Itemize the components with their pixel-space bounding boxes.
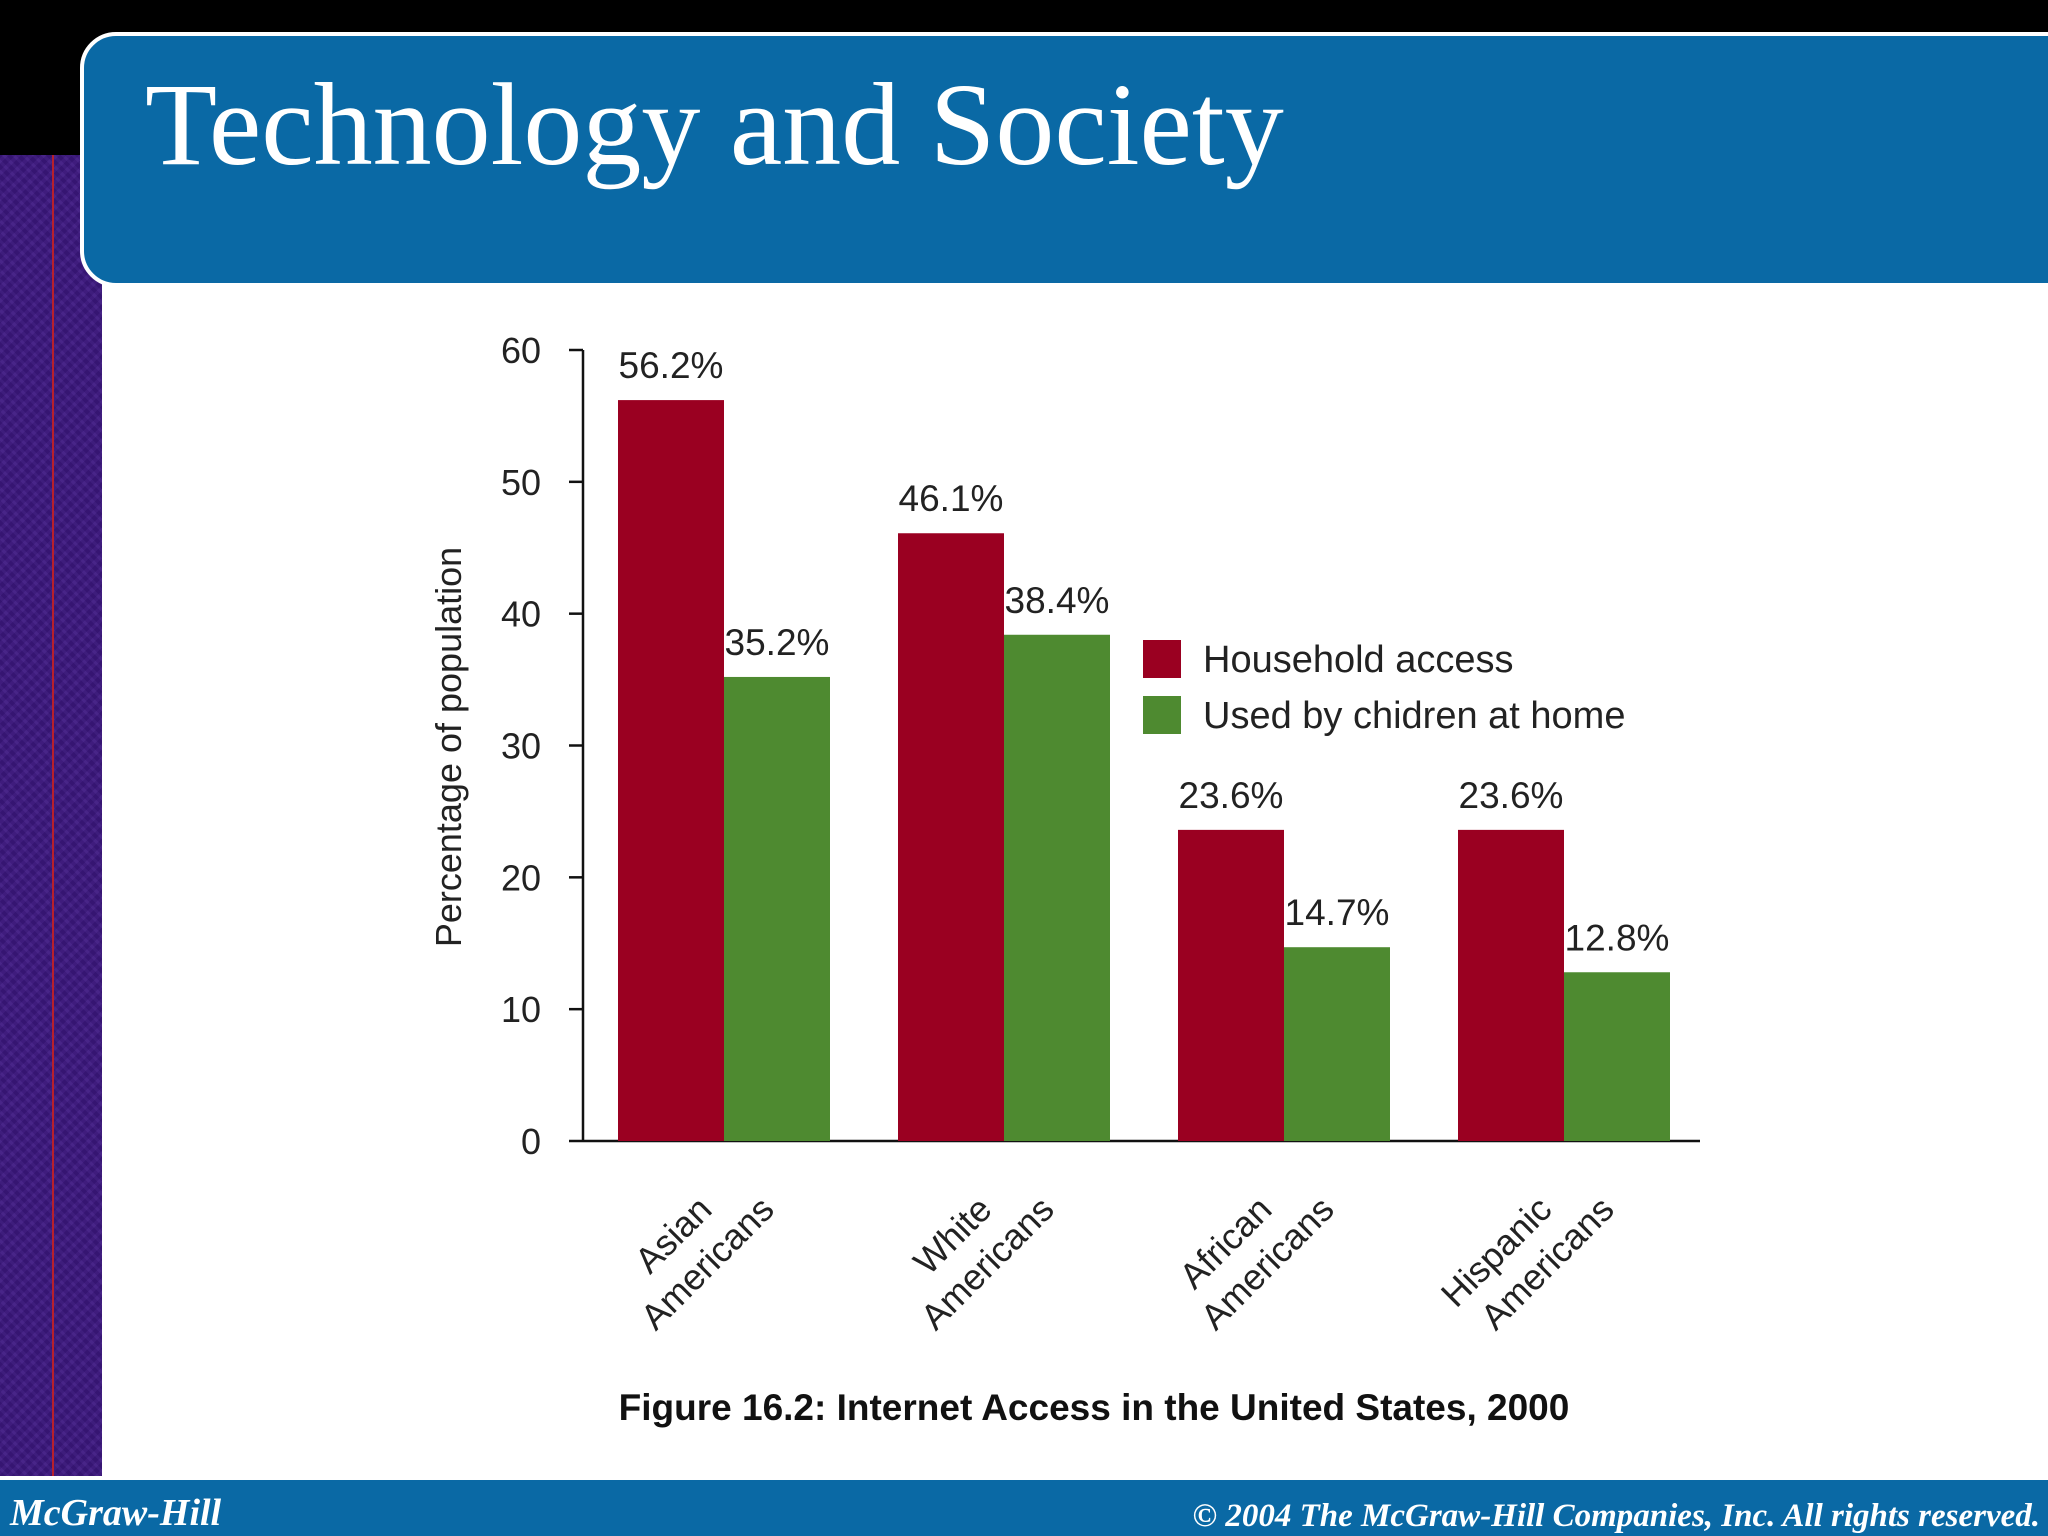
- bar-value-label: 23.6%: [1179, 775, 1284, 816]
- bar-value-label: 46.1%: [899, 478, 1004, 519]
- bar: [618, 400, 724, 1141]
- x-category-label: AsianAmericans: [601, 1157, 781, 1337]
- slide-title: Technology and Society: [145, 59, 1284, 190]
- legend-swatch: [1143, 640, 1181, 678]
- y-tick-label: 60: [501, 330, 541, 371]
- footer-publisher: McGraw-Hill: [10, 1492, 222, 1534]
- bar-value-label: 56.2%: [619, 345, 724, 386]
- bar: [1458, 829, 1564, 1141]
- footer-copyright: © 2004 The McGraw-Hill Companies, Inc. A…: [1192, 1498, 2040, 1534]
- bar: [724, 676, 830, 1141]
- y-tick-label: 20: [501, 857, 541, 898]
- legend-label: Used by chidren at home: [1203, 695, 1625, 737]
- bar-value-label: 12.8%: [1565, 917, 1670, 958]
- footer-bar: [0, 1476, 2048, 1536]
- y-tick-label: 50: [501, 462, 541, 503]
- bar: [1284, 947, 1390, 1141]
- bar: [1564, 972, 1670, 1141]
- legend-label: Household access: [1203, 639, 1514, 681]
- left-decorative-band: [0, 155, 102, 1500]
- bar: [898, 533, 1004, 1141]
- x-category-label: HispanicAmericans: [1433, 1157, 1622, 1346]
- y-tick-label: 40: [501, 594, 541, 635]
- bar-value-label: 14.7%: [1285, 892, 1390, 933]
- x-category-label: AfricanAmericans: [1161, 1157, 1341, 1337]
- bar-value-label: 35.2%: [725, 622, 830, 663]
- bar: [1004, 634, 1110, 1141]
- left-red-rule: [52, 155, 54, 1500]
- y-tick-label: 10: [501, 989, 541, 1030]
- y-tick-label: 0: [521, 1121, 541, 1162]
- bar-value-label: 38.4%: [1005, 580, 1110, 621]
- figure-caption: Figure 16.2: Internet Access in the Unit…: [618, 1387, 1570, 1428]
- bar-value-label: 23.6%: [1459, 775, 1564, 816]
- title-bar: [80, 32, 2048, 287]
- x-category-label: WhiteAmericans: [881, 1157, 1061, 1337]
- y-tick-label: 30: [501, 726, 541, 767]
- y-axis-label: Percentage of population: [428, 547, 469, 947]
- legend-swatch: [1143, 696, 1181, 734]
- bar: [1178, 829, 1284, 1141]
